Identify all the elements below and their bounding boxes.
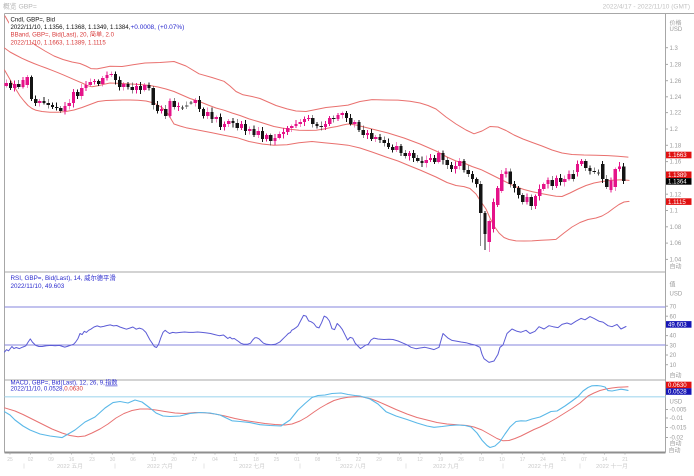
- svg-text:1.24: 1.24: [670, 95, 682, 101]
- svg-text:20: 20: [171, 457, 177, 463]
- svg-text:|: |: [299, 464, 301, 470]
- svg-text:概览 GBP=: 概览 GBP=: [3, 2, 37, 11]
- svg-text:70: 70: [670, 304, 677, 310]
- svg-text:|: |: [502, 464, 504, 470]
- svg-text:15: 15: [335, 457, 341, 463]
- svg-text:MACD, GBP=, Bid(Last), 12, 26,: MACD, GBP=, Bid(Last), 12, 26, 9,: [11, 380, 106, 387]
- svg-text:1.2: 1.2: [670, 127, 679, 133]
- svg-text:USD: USD: [670, 291, 683, 297]
- svg-text:0.0630: 0.0630: [64, 385, 83, 392]
- svg-text:价格: 价格: [670, 19, 682, 27]
- svg-text:-0.015: -0.015: [670, 426, 688, 432]
- svg-text:49.603: 49.603: [668, 322, 687, 329]
- svg-text:|: |: [203, 464, 205, 470]
- svg-text:20: 20: [670, 353, 677, 359]
- svg-text:2022/11/10, 1.1663, 1.1389, 1.: 2022/11/10, 1.1663, 1.1389, 1.1115: [11, 39, 107, 46]
- svg-text:0.0630: 0.0630: [668, 382, 687, 389]
- svg-text:30: 30: [670, 343, 677, 349]
- svg-text:2022 九月: 2022 九月: [433, 462, 459, 470]
- svg-text:1.3: 1.3: [670, 46, 679, 52]
- svg-text:-0.01: -0.01: [670, 416, 684, 422]
- svg-text:60: 60: [670, 314, 677, 320]
- svg-text:1.12: 1.12: [670, 192, 682, 198]
- svg-text:21: 21: [622, 457, 628, 463]
- svg-text:2022/11/10, 0.0528,: 2022/11/10, 0.0528,: [11, 385, 65, 392]
- svg-text:自动: 自动: [670, 263, 682, 271]
- svg-text:01: 01: [294, 457, 300, 463]
- svg-text:2022/4/17 - 2022/11/10 (GMT): 2022/4/17 - 2022/11/10 (GMT): [603, 4, 690, 11]
- svg-text:13: 13: [151, 457, 157, 463]
- svg-text:14: 14: [602, 457, 608, 463]
- svg-text:31: 31: [561, 457, 567, 463]
- svg-text:1.08: 1.08: [670, 225, 682, 231]
- svg-text:25: 25: [7, 457, 13, 463]
- svg-text:1.1364: 1.1364: [668, 179, 687, 186]
- svg-text:1.1: 1.1: [670, 209, 679, 215]
- svg-text:1.22: 1.22: [670, 111, 682, 117]
- svg-text:24: 24: [540, 457, 546, 463]
- svg-text:2022 八月: 2022 八月: [340, 463, 366, 470]
- svg-text:|: |: [23, 464, 25, 470]
- svg-text:22: 22: [356, 457, 362, 463]
- svg-text:1.16: 1.16: [670, 160, 682, 166]
- svg-text:17: 17: [520, 457, 526, 463]
- svg-text:USD: USD: [670, 27, 683, 33]
- svg-text:06: 06: [130, 457, 136, 463]
- svg-text:10: 10: [499, 457, 505, 463]
- svg-text:|: |: [114, 464, 116, 470]
- svg-text:1.1663: 1.1663: [668, 152, 687, 159]
- svg-text:自动: 自动: [669, 447, 681, 455]
- svg-text:自动: 自动: [670, 372, 682, 380]
- svg-text:RSI, GBP=, Bid(Last), 14, 威尔德平: RSI, GBP=, Bid(Last), 14, 威尔德平滑: [11, 273, 116, 282]
- svg-text:2022 五月: 2022 五月: [57, 463, 83, 470]
- svg-text:1.1115: 1.1115: [668, 199, 686, 206]
- svg-text:04: 04: [212, 457, 218, 463]
- svg-text:值: 值: [670, 281, 676, 289]
- svg-text:-0.005: -0.005: [670, 408, 688, 414]
- svg-text:|: |: [405, 464, 407, 470]
- svg-text:10: 10: [670, 363, 677, 369]
- svg-text:30: 30: [110, 457, 116, 463]
- svg-text:1.18: 1.18: [670, 143, 682, 149]
- svg-text:25: 25: [274, 457, 280, 463]
- svg-text:自动: 自动: [670, 440, 682, 448]
- svg-text:1.28: 1.28: [670, 63, 682, 69]
- svg-text:1.04: 1.04: [670, 258, 682, 264]
- svg-text:2022 六月: 2022 六月: [147, 462, 173, 470]
- svg-text:0.0528: 0.0528: [668, 389, 687, 396]
- svg-text:16: 16: [69, 457, 75, 463]
- svg-text:BBand, GBP=, Bid(Last), 20, 简单: BBand, GBP=, Bid(Last), 20, 简单, 2.0: [11, 31, 115, 39]
- svg-text:26: 26: [458, 457, 464, 463]
- svg-text:-0.02: -0.02: [670, 436, 684, 442]
- svg-text:2022 十月: 2022 十月: [528, 462, 554, 470]
- svg-text:+0.0008, (+0.07%): +0.0008, (+0.07%): [131, 24, 185, 31]
- svg-text:02: 02: [28, 457, 34, 463]
- svg-text:1.26: 1.26: [670, 79, 682, 85]
- svg-text:1.06: 1.06: [670, 241, 682, 247]
- svg-text:19: 19: [438, 457, 444, 463]
- svg-text:27: 27: [192, 457, 198, 463]
- svg-text:2022/11/10, 49.603: 2022/11/10, 49.603: [11, 283, 65, 290]
- svg-text:1.1389: 1.1389: [668, 172, 687, 179]
- svg-text:2022/11/10, 1.1356, 1.1368, 1.: 2022/11/10, 1.1356, 1.1368, 1.1349, 1.13…: [11, 24, 131, 31]
- svg-text:23: 23: [89, 457, 95, 463]
- svg-text:USD: USD: [670, 400, 683, 406]
- svg-text:29: 29: [376, 457, 382, 463]
- svg-text:指数: 指数: [105, 379, 117, 387]
- svg-text:07: 07: [581, 457, 587, 463]
- svg-text:18: 18: [253, 457, 259, 463]
- svg-text:40: 40: [670, 334, 677, 340]
- svg-text:2022 十一月: 2022 十一月: [596, 462, 628, 470]
- svg-text:2022 七月: 2022 七月: [239, 462, 265, 470]
- svg-text:05: 05: [397, 457, 403, 463]
- svg-text:12: 12: [417, 457, 423, 463]
- svg-text:11: 11: [233, 457, 238, 463]
- svg-text:Cndl, GBP=, Bid: Cndl, GBP=, Bid: [11, 16, 56, 23]
- svg-text:|: |: [579, 464, 581, 470]
- svg-text:09: 09: [48, 457, 54, 463]
- svg-text:08: 08: [315, 457, 321, 463]
- svg-text:03: 03: [479, 457, 485, 463]
